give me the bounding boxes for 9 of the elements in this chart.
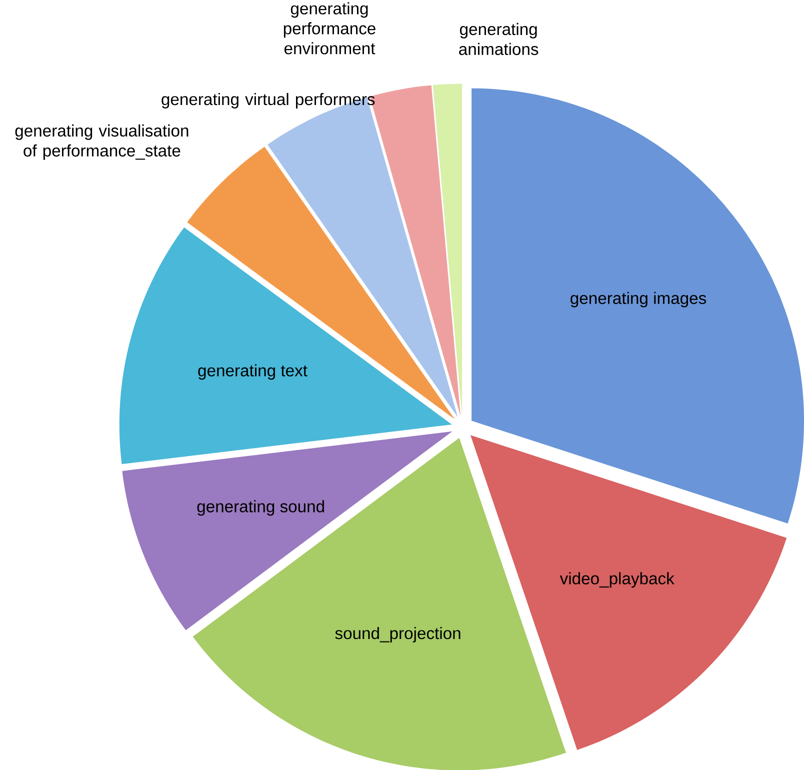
slice-label: generating visualisation of performance_state <box>15 124 188 160</box>
slice-label: video_playback <box>560 572 674 588</box>
slice-label: generating sound <box>197 500 324 516</box>
slice-label: generating virtual performers <box>162 92 375 108</box>
slice-label: generating animations <box>459 22 538 55</box>
slice-label: generating text <box>198 364 308 380</box>
slice-label: generating images <box>570 292 706 308</box>
slice-label: generating performance environment <box>284 2 376 54</box>
slice-label: sound_projection <box>335 626 460 642</box>
